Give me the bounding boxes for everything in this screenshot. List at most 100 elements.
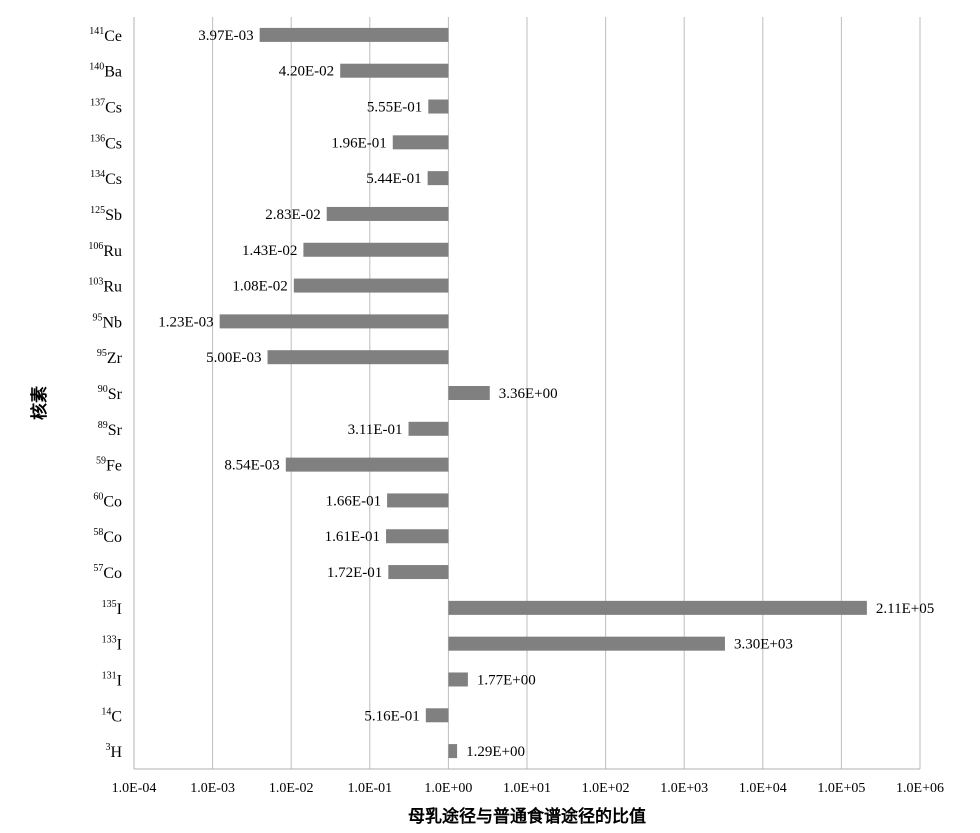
category-label: 136Cs: [90, 133, 122, 152]
bar: [392, 135, 449, 150]
bar-value-label: 3.11E-01: [348, 422, 403, 438]
bar: [388, 565, 449, 580]
bar-value-label: 3.30E+03: [734, 637, 793, 653]
bar: [408, 421, 449, 436]
x-tick-label: 1.0E-03: [190, 781, 235, 796]
element-symbol: Ru: [103, 243, 122, 260]
element-symbol: Co: [103, 529, 122, 546]
mass-number: 90: [98, 384, 108, 395]
bar: [285, 457, 449, 472]
category-label: 58Co: [93, 527, 122, 546]
mass-number: 3: [105, 742, 110, 753]
x-tick-label: 1.0E+06: [896, 781, 944, 796]
mass-number: 60: [93, 491, 103, 502]
category-label: 14C: [101, 706, 122, 725]
element-symbol: Fe: [106, 458, 122, 475]
element-symbol: Ru: [103, 279, 122, 296]
mass-number: 133: [102, 635, 117, 646]
element-symbol: Sb: [105, 207, 122, 224]
bar: [219, 314, 449, 329]
x-tick-label: 1.0E+04: [739, 781, 787, 796]
bar-value-label: 1.96E-01: [331, 135, 386, 151]
mass-number: 131: [102, 670, 117, 681]
bars: [219, 27, 867, 759]
category-label: 90Sr: [98, 384, 123, 403]
element-symbol: Nb: [102, 314, 122, 331]
bar-value-label: 8.54E-03: [224, 458, 279, 474]
element-symbol: Cs: [105, 135, 122, 152]
bar: [267, 350, 449, 365]
category-label: 131I: [102, 670, 122, 689]
bar: [303, 242, 449, 257]
category-label: 3H: [105, 742, 122, 761]
bar-value-label: 1.77E+00: [477, 672, 536, 688]
bar: [259, 27, 449, 42]
mass-number: 95: [92, 312, 102, 323]
mass-number: 137: [90, 98, 105, 109]
element-symbol: C: [111, 708, 122, 725]
category-label: 106Ru: [88, 241, 122, 260]
bar-value-label: 2.11E+05: [876, 601, 934, 617]
bar-labels: 3.97E-03 4.20E-02 5.55E-01 1.96E-01 5.44E-01…: [158, 28, 934, 760]
mass-number: 14: [101, 706, 111, 717]
bar-value-label: 5.55E-01: [367, 100, 422, 116]
mass-number: 58: [93, 527, 103, 538]
bar: [340, 63, 449, 78]
bar-value-label: 1.29E+00: [466, 744, 525, 760]
bar-value-label: 5.00E-03: [206, 350, 261, 366]
bar: [448, 636, 725, 651]
element-symbol: Co: [103, 493, 122, 510]
bar: [448, 386, 490, 400]
bar-value-label: 3.36E+00: [499, 386, 558, 402]
bar-value-label: 1.72E-01: [327, 565, 382, 581]
mass-number: 136: [90, 133, 105, 144]
category-label: 89Sr: [98, 420, 123, 439]
x-axis-title: 母乳途径与普通食谱途径的比值: [408, 806, 646, 827]
mass-number: 134: [90, 169, 105, 180]
mass-number: 95: [97, 348, 107, 359]
category-label: 133I: [102, 635, 122, 654]
category-label: 60Co: [93, 491, 122, 510]
element-symbol: I: [117, 601, 122, 618]
bar: [448, 672, 468, 687]
category-label: 141Ce: [89, 26, 122, 45]
bar-value-label: 1.61E-01: [325, 529, 380, 545]
mass-number: 57: [93, 563, 103, 574]
bar: [428, 99, 449, 114]
category-label: 95Nb: [92, 312, 122, 331]
element-symbol: H: [110, 744, 122, 761]
category-label: 95Zr: [97, 348, 123, 367]
bar: [448, 600, 867, 615]
bar-value-label: 1.66E-01: [326, 493, 381, 509]
element-symbol: Ce: [104, 28, 122, 45]
bar-value-label: 1.08E-02: [232, 279, 287, 295]
category-label: 134Cs: [90, 169, 122, 188]
bar: [448, 744, 458, 759]
category-label: 57Co: [93, 563, 122, 582]
category-label: 140Ba: [89, 62, 122, 81]
category-label: 59Fe: [96, 456, 122, 475]
bar: [427, 171, 449, 186]
bar: [326, 206, 449, 221]
element-symbol: Cs: [105, 171, 122, 188]
mass-number: 59: [96, 456, 106, 467]
category-label: 137Cs: [90, 98, 122, 117]
mass-number: 141: [89, 26, 104, 37]
category-label: 103Ru: [88, 277, 122, 296]
element-symbol: Co: [103, 565, 122, 582]
x-tick-label: 1.0E+03: [660, 781, 708, 796]
element-symbol: Sr: [108, 422, 123, 439]
y-axis-title: 核素: [29, 386, 50, 420]
bar-value-label: 2.83E-02: [265, 207, 320, 223]
element-symbol: Ba: [104, 64, 122, 81]
x-tick-label: 1.0E+01: [503, 781, 551, 796]
element-symbol: I: [117, 637, 122, 654]
x-tick-label: 1.0E-04: [112, 781, 157, 796]
x-tick-label: 1.0E+00: [424, 781, 472, 796]
bar-value-label: 1.43E-02: [242, 243, 297, 259]
bar-value-label: 5.16E-01: [364, 708, 419, 724]
category-label: 135I: [102, 599, 122, 618]
mass-number: 135: [102, 599, 117, 610]
bar: [387, 493, 449, 508]
